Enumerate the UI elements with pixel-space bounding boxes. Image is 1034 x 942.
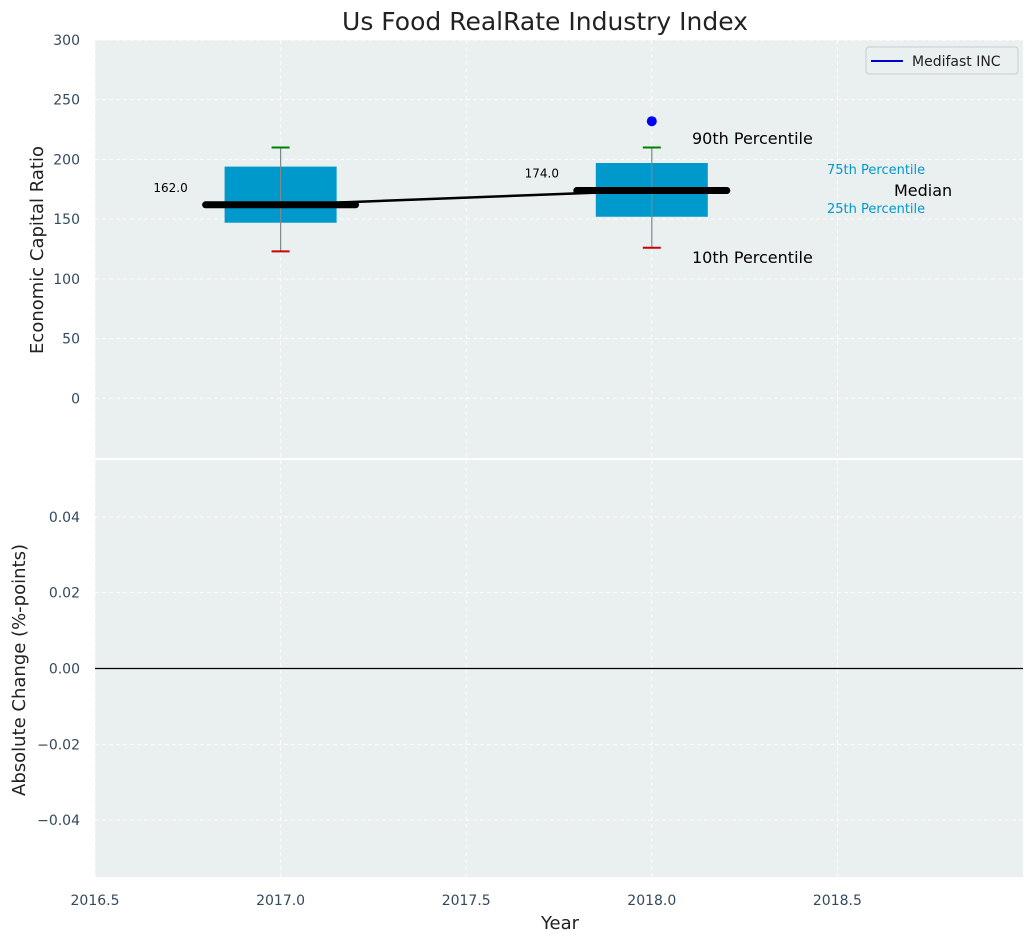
bottom-y-tick-label: 0.00 [49,662,80,678]
percentile-key: 90th Percentile 10th Percentile 75th Per… [692,129,952,267]
top-y-tick-label: 100 [53,272,80,288]
top-y-tick-label: 150 [53,212,80,228]
key-median: Median [894,181,952,200]
bottom-y-tick-label: 0.02 [49,586,80,602]
bottom-y-tick-label: −0.04 [37,813,80,829]
top-y-tick-label: 200 [53,152,80,168]
company-point-medifast [646,116,657,127]
x-tick-label: 2016.5 [71,893,120,909]
bottom-y-tick-label: 0.04 [49,510,80,526]
tick-labels: 2016.5 2017.0 2017.5 2018.0 2018.5 0 50 100 150 2… [37,33,862,909]
top-panel-background [95,40,1023,458]
x-tick-label: 2017.5 [442,893,491,909]
legend-frame [865,46,1019,75]
x-axis-label: Year [540,913,580,934]
median-value-label: 162.0 [153,181,187,195]
top-y-tick-label: 50 [62,332,80,348]
legend: Medifast INC [865,46,1019,75]
key-90th-percentile: 90th Percentile [692,129,813,148]
top-y-tick-label: 300 [53,33,80,49]
chart-title: Us Food RealRate Industry Index [342,7,748,36]
bottom-y-tick-label: −0.02 [37,737,80,753]
key-75th-percentile: 75th Percentile [827,163,925,178]
x-tick-label: 2018.0 [627,893,676,909]
top-y-axis-label: Economic Capital Ratio [27,146,48,354]
x-tick-label: 2017.0 [256,893,305,909]
median-value-label: 174.0 [525,166,559,180]
top-y-tick-label: 250 [53,93,80,109]
x-tick-label: 2018.5 [813,893,862,909]
legend-label-medifast: Medifast INC [912,54,1001,70]
bottom-y-axis-label: Absolute Change (%-points) [9,544,30,796]
key-10th-percentile: 10th Percentile [692,248,813,267]
median-trend-line [280,189,652,207]
top-plot-marks: 162.0 174.0 [153,116,731,253]
top-y-tick-label: 0 [71,391,80,407]
key-25th-percentile: 25th Percentile [827,202,925,217]
